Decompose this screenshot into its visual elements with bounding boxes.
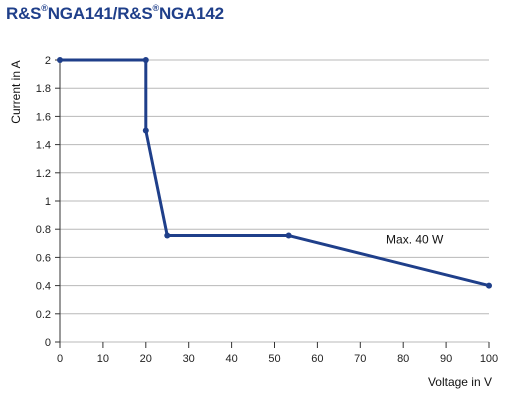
y-tick-label: 0.4 — [36, 281, 51, 293]
x-tick-label: 100 — [480, 353, 498, 365]
x-axis-ticks: 0 10 20 30 40 50 60 70 80 90 100 — [57, 342, 498, 365]
y-tick-label: 0.2 — [36, 309, 51, 321]
x-tick-label: 80 — [397, 353, 409, 365]
y-tick-label: 0.6 — [36, 252, 51, 264]
x-tick-label: 40 — [225, 353, 237, 365]
x-tick-label: 60 — [311, 353, 323, 365]
y-tick-label: 0 — [45, 337, 51, 349]
x-tick-label: 90 — [440, 353, 452, 365]
y-tick-label: 1.4 — [36, 140, 51, 152]
y-tick-label: 1.6 — [36, 111, 51, 123]
y-tick-label: 1.8 — [36, 83, 51, 95]
y-axis-label: Current in A — [9, 60, 23, 123]
y-axis-ticks: 0 0.2 0.4 0.6 0.8 1 1.2 1.4 1.6 1.8 2 — [36, 55, 60, 349]
y-tick-label: 2 — [45, 55, 51, 67]
data-point — [164, 232, 171, 239]
x-tick-label: 50 — [268, 353, 280, 365]
x-tick-label: 30 — [183, 353, 195, 365]
x-tick-label: 0 — [57, 353, 63, 365]
data-point — [57, 57, 63, 63]
y-tick-label: 1.2 — [36, 168, 51, 180]
y-tick-label: 0.8 — [36, 224, 51, 236]
data-point — [142, 57, 149, 63]
series-group — [57, 57, 492, 289]
chart-title: R&S®NGA141/R&S®NGA142 — [6, 3, 224, 23]
max-power-annotation: Max. 40 W — [386, 232, 444, 246]
x-tick-label: 70 — [354, 353, 366, 365]
data-point — [285, 232, 292, 239]
data-point — [486, 282, 492, 289]
x-tick-label: 10 — [97, 353, 109, 365]
x-tick-label: 20 — [140, 353, 152, 365]
data-point — [142, 127, 149, 134]
grid-lines — [59, 59, 489, 343]
x-axis-label: Voltage in V — [428, 375, 492, 389]
series-line — [60, 58, 490, 288]
y-tick-label: 1 — [45, 196, 51, 208]
